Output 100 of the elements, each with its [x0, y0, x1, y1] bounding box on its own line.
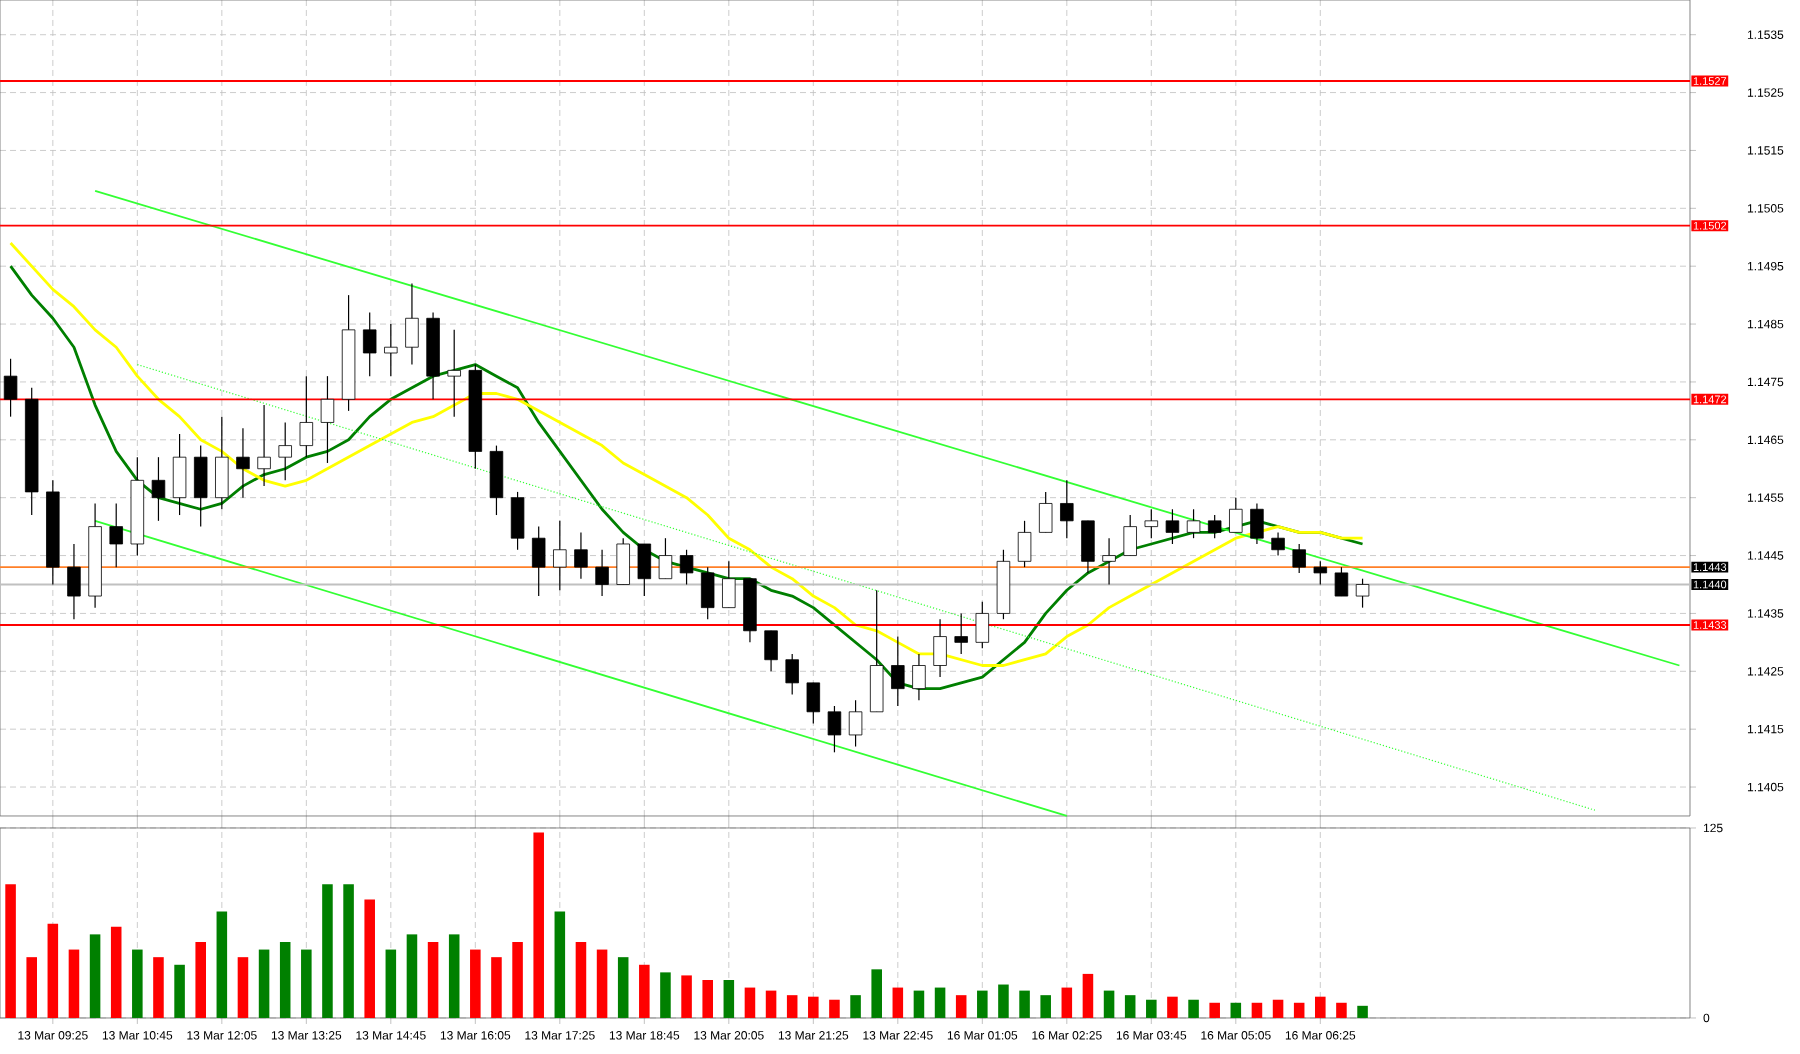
candlestick: [1271, 531, 1285, 557]
bar: [892, 987, 904, 1018]
bar: [765, 990, 777, 1018]
bar: [1082, 973, 1094, 1018]
bar: [871, 969, 882, 1018]
bar: [68, 949, 80, 1018]
bar: [153, 957, 164, 1018]
candlestick: [1355, 578, 1370, 609]
bar: [913, 990, 925, 1018]
candlestick: [1017, 520, 1032, 568]
candlestick: [1123, 514, 1137, 557]
bar: [533, 832, 544, 1018]
bar: [132, 949, 143, 1018]
bar: [702, 979, 713, 1018]
candlestick: [489, 445, 504, 516]
bar: [406, 934, 418, 1018]
bar: [1293, 1002, 1305, 1018]
bar: [850, 995, 861, 1018]
candlestick: [447, 329, 461, 418]
bar: [89, 934, 101, 1018]
bar: [639, 964, 650, 1018]
bar: [1315, 996, 1326, 1018]
bar: [554, 911, 566, 1018]
candlestick: [637, 543, 652, 597]
candlestick: [1313, 560, 1328, 586]
bar: [660, 972, 671, 1018]
bar: [723, 979, 735, 1018]
candlestick: [151, 456, 166, 522]
bar: [47, 923, 59, 1018]
bar: [934, 987, 946, 1018]
bar: [596, 949, 608, 1018]
candlestick: [172, 433, 187, 516]
candlestick: [278, 421, 292, 481]
candlestick: [954, 612, 968, 655]
bar: [1209, 1002, 1220, 1018]
candlestick: [658, 537, 673, 580]
bar: [1061, 987, 1073, 1018]
candlestick: [785, 653, 799, 696]
candlestick: [806, 682, 821, 724]
bar: [216, 911, 228, 1018]
bar: [364, 899, 375, 1018]
candlestick: [1081, 520, 1095, 574]
candlestick: [679, 549, 694, 586]
bar: [1103, 990, 1115, 1018]
candlestick: [405, 282, 419, 366]
bar: [744, 987, 756, 1018]
bar: [829, 999, 840, 1018]
bar: [343, 884, 354, 1018]
candlestick: [1060, 479, 1074, 539]
bar: [301, 949, 312, 1018]
candlestick: [616, 537, 630, 586]
bar: [1230, 1002, 1242, 1018]
candlestick: [510, 491, 525, 551]
candlestick: [1038, 491, 1053, 533]
candlestick: [848, 699, 863, 748]
bar: [174, 964, 185, 1018]
candlestick: [3, 358, 18, 418]
bar: [491, 957, 502, 1018]
bar: [110, 926, 122, 1018]
candlestick: [215, 416, 229, 510]
candlestick: [1102, 537, 1116, 586]
candlestick: [975, 601, 990, 649]
candlestick: [299, 375, 314, 458]
candlestick: [722, 560, 736, 609]
bar: [1167, 996, 1178, 1018]
bar: [26, 957, 37, 1018]
candlestick: [1229, 497, 1243, 533]
bar: [470, 949, 481, 1018]
bar: [279, 941, 291, 1018]
candlestick: [384, 323, 398, 377]
candlestick: [553, 520, 567, 591]
candlestick: [827, 705, 842, 753]
bar: [786, 995, 798, 1018]
bar: [322, 884, 333, 1018]
bar: [195, 941, 206, 1018]
bar: [1357, 1005, 1368, 1018]
candlestick: [1250, 502, 1264, 545]
candlestick: [869, 589, 884, 713]
bar: [575, 941, 587, 1018]
bar: [5, 884, 16, 1018]
bar: [258, 949, 270, 1018]
bar: [1040, 995, 1051, 1018]
candlestick: [1144, 508, 1159, 539]
candlestick: [1334, 566, 1349, 597]
bar: [385, 949, 397, 1018]
bar: [681, 975, 692, 1018]
bar: [1251, 1002, 1263, 1018]
bar: [977, 990, 988, 1018]
candlestick: [193, 445, 208, 528]
bar: [1272, 999, 1284, 1018]
candlestick: [1292, 543, 1306, 574]
candlestick: [595, 549, 609, 597]
bar: [1146, 999, 1157, 1018]
bar: [1336, 1002, 1347, 1018]
candlestick: [700, 566, 715, 620]
bar: [427, 941, 439, 1018]
candlestick: [531, 526, 546, 597]
candlestick: [574, 531, 588, 580]
bar: [955, 995, 967, 1018]
candlestick: [1165, 508, 1180, 545]
